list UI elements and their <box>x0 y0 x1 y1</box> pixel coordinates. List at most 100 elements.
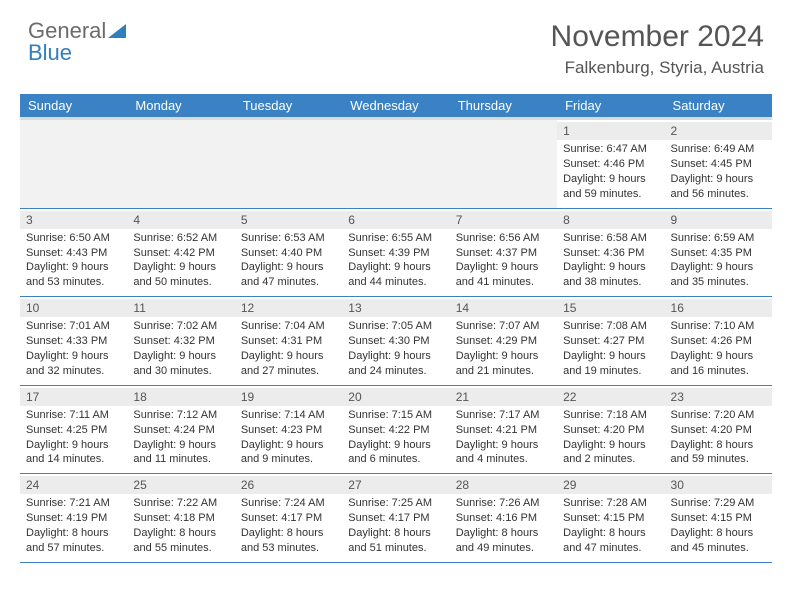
day-info-line: Sunset: 4:16 PM <box>456 511 551 526</box>
day-number: 25 <box>127 476 234 494</box>
calendar-body: 1Sunrise: 6:47 AMSunset: 4:46 PMDaylight… <box>20 119 772 563</box>
day-info-line: Sunrise: 7:14 AM <box>241 408 336 423</box>
day-info-line: Sunset: 4:20 PM <box>563 423 658 438</box>
day-number: 6 <box>342 211 449 229</box>
day-info-line: Sunset: 4:24 PM <box>133 423 228 438</box>
day-info-line: Daylight: 9 hours <box>133 349 228 364</box>
day-info-line: and 11 minutes. <box>133 452 228 467</box>
location: Falkenburg, Styria, Austria <box>551 58 764 78</box>
day-number: 23 <box>665 388 772 406</box>
calendar-cell: 8Sunrise: 6:58 AMSunset: 4:36 PMDaylight… <box>557 208 664 297</box>
day-info-line: Sunset: 4:15 PM <box>671 511 766 526</box>
day-number: 8 <box>557 211 664 229</box>
day-info-line: Daylight: 9 hours <box>133 260 228 275</box>
day-info-line: Sunset: 4:39 PM <box>348 246 443 261</box>
calendar-cell: 6Sunrise: 6:55 AMSunset: 4:39 PMDaylight… <box>342 208 449 297</box>
day-info-line: Sunrise: 6:58 AM <box>563 231 658 246</box>
day-number: 12 <box>235 299 342 317</box>
day-info-line: and 47 minutes. <box>241 275 336 290</box>
day-number: 10 <box>20 299 127 317</box>
day-info-line: Daylight: 9 hours <box>456 438 551 453</box>
calendar-cell-empty <box>342 119 449 209</box>
day-number: 7 <box>450 211 557 229</box>
day-info-line: Sunrise: 7:02 AM <box>133 319 228 334</box>
day-info-line: Sunset: 4:23 PM <box>241 423 336 438</box>
day-number: 30 <box>665 476 772 494</box>
day-info-line: and 56 minutes. <box>671 187 766 202</box>
day-number: 11 <box>127 299 234 317</box>
day-info-line: Daylight: 9 hours <box>26 260 121 275</box>
calendar-cell: 14Sunrise: 7:07 AMSunset: 4:29 PMDayligh… <box>450 297 557 386</box>
day-info-line: Sunset: 4:19 PM <box>26 511 121 526</box>
day-info-line: Daylight: 8 hours <box>456 526 551 541</box>
day-info-line: and 50 minutes. <box>133 275 228 290</box>
day-info-line: Sunset: 4:43 PM <box>26 246 121 261</box>
day-info-line: and 14 minutes. <box>26 452 121 467</box>
calendar-cell: 4Sunrise: 6:52 AMSunset: 4:42 PMDaylight… <box>127 208 234 297</box>
day-number: 4 <box>127 211 234 229</box>
day-info-line: Sunset: 4:20 PM <box>671 423 766 438</box>
day-number: 9 <box>665 211 772 229</box>
calendar-row: 10Sunrise: 7:01 AMSunset: 4:33 PMDayligh… <box>20 297 772 386</box>
day-info-line: and 51 minutes. <box>348 541 443 556</box>
calendar-cell: 3Sunrise: 6:50 AMSunset: 4:43 PMDaylight… <box>20 208 127 297</box>
calendar-row: 1Sunrise: 6:47 AMSunset: 4:46 PMDaylight… <box>20 119 772 209</box>
day-info-line: and 6 minutes. <box>348 452 443 467</box>
month-title: November 2024 <box>551 20 764 54</box>
day-info-line: and 21 minutes. <box>456 364 551 379</box>
day-number: 24 <box>20 476 127 494</box>
day-info-line: Daylight: 9 hours <box>456 260 551 275</box>
day-info-line: Sunset: 4:32 PM <box>133 334 228 349</box>
calendar-cell: 24Sunrise: 7:21 AMSunset: 4:19 PMDayligh… <box>20 474 127 563</box>
day-info-line: Sunrise: 6:56 AM <box>456 231 551 246</box>
day-info-line: Daylight: 9 hours <box>26 438 121 453</box>
day-info-line: Daylight: 9 hours <box>241 260 336 275</box>
day-info-line: Sunset: 4:22 PM <box>348 423 443 438</box>
weekday-header: Sunday <box>20 94 127 119</box>
day-info-line: Daylight: 9 hours <box>563 349 658 364</box>
day-info-line: Sunrise: 7:17 AM <box>456 408 551 423</box>
weekday-header: Saturday <box>665 94 772 119</box>
day-info-line: and 19 minutes. <box>563 364 658 379</box>
day-number: 15 <box>557 299 664 317</box>
weekday-header: Tuesday <box>235 94 342 119</box>
calendar-cell: 22Sunrise: 7:18 AMSunset: 4:20 PMDayligh… <box>557 385 664 474</box>
day-info-line: Sunset: 4:21 PM <box>456 423 551 438</box>
day-info-line: Sunrise: 6:50 AM <box>26 231 121 246</box>
calendar-cell-empty <box>127 119 234 209</box>
day-info-line: and 32 minutes. <box>26 364 121 379</box>
calendar-cell: 13Sunrise: 7:05 AMSunset: 4:30 PMDayligh… <box>342 297 449 386</box>
day-info-line: Daylight: 9 hours <box>456 349 551 364</box>
calendar-cell: 28Sunrise: 7:26 AMSunset: 4:16 PMDayligh… <box>450 474 557 563</box>
day-number: 29 <box>557 476 664 494</box>
logo: General Blue <box>28 20 126 64</box>
weekday-header: Wednesday <box>342 94 449 119</box>
calendar-table: SundayMondayTuesdayWednesdayThursdayFrid… <box>20 94 772 563</box>
header: General Blue November 2024 Falkenburg, S… <box>0 0 792 86</box>
day-info-line: and 47 minutes. <box>563 541 658 556</box>
day-info-line: Sunrise: 6:49 AM <box>671 142 766 157</box>
day-info-line: Sunrise: 6:47 AM <box>563 142 658 157</box>
day-info-line: Daylight: 9 hours <box>26 349 121 364</box>
day-info-line: and 44 minutes. <box>348 275 443 290</box>
day-info-line: Sunset: 4:17 PM <box>241 511 336 526</box>
calendar-cell: 27Sunrise: 7:25 AMSunset: 4:17 PMDayligh… <box>342 474 449 563</box>
calendar-cell: 30Sunrise: 7:29 AMSunset: 4:15 PMDayligh… <box>665 474 772 563</box>
day-info-line: Sunset: 4:35 PM <box>671 246 766 261</box>
day-number: 13 <box>342 299 449 317</box>
day-info-line: Daylight: 9 hours <box>671 349 766 364</box>
calendar-row: 17Sunrise: 7:11 AMSunset: 4:25 PMDayligh… <box>20 385 772 474</box>
day-info-line: and 59 minutes. <box>563 187 658 202</box>
day-info-line: Sunset: 4:27 PM <box>563 334 658 349</box>
day-info-line: Sunrise: 7:28 AM <box>563 496 658 511</box>
day-info-line: Daylight: 8 hours <box>563 526 658 541</box>
day-number: 21 <box>450 388 557 406</box>
day-info-line: Sunset: 4:45 PM <box>671 157 766 172</box>
calendar-cell: 10Sunrise: 7:01 AMSunset: 4:33 PMDayligh… <box>20 297 127 386</box>
day-info-line: Daylight: 9 hours <box>133 438 228 453</box>
day-info-line: Sunrise: 7:07 AM <box>456 319 551 334</box>
day-info-line: Daylight: 8 hours <box>133 526 228 541</box>
day-number: 20 <box>342 388 449 406</box>
day-info-line: and 53 minutes. <box>26 275 121 290</box>
day-info-line: Daylight: 8 hours <box>241 526 336 541</box>
